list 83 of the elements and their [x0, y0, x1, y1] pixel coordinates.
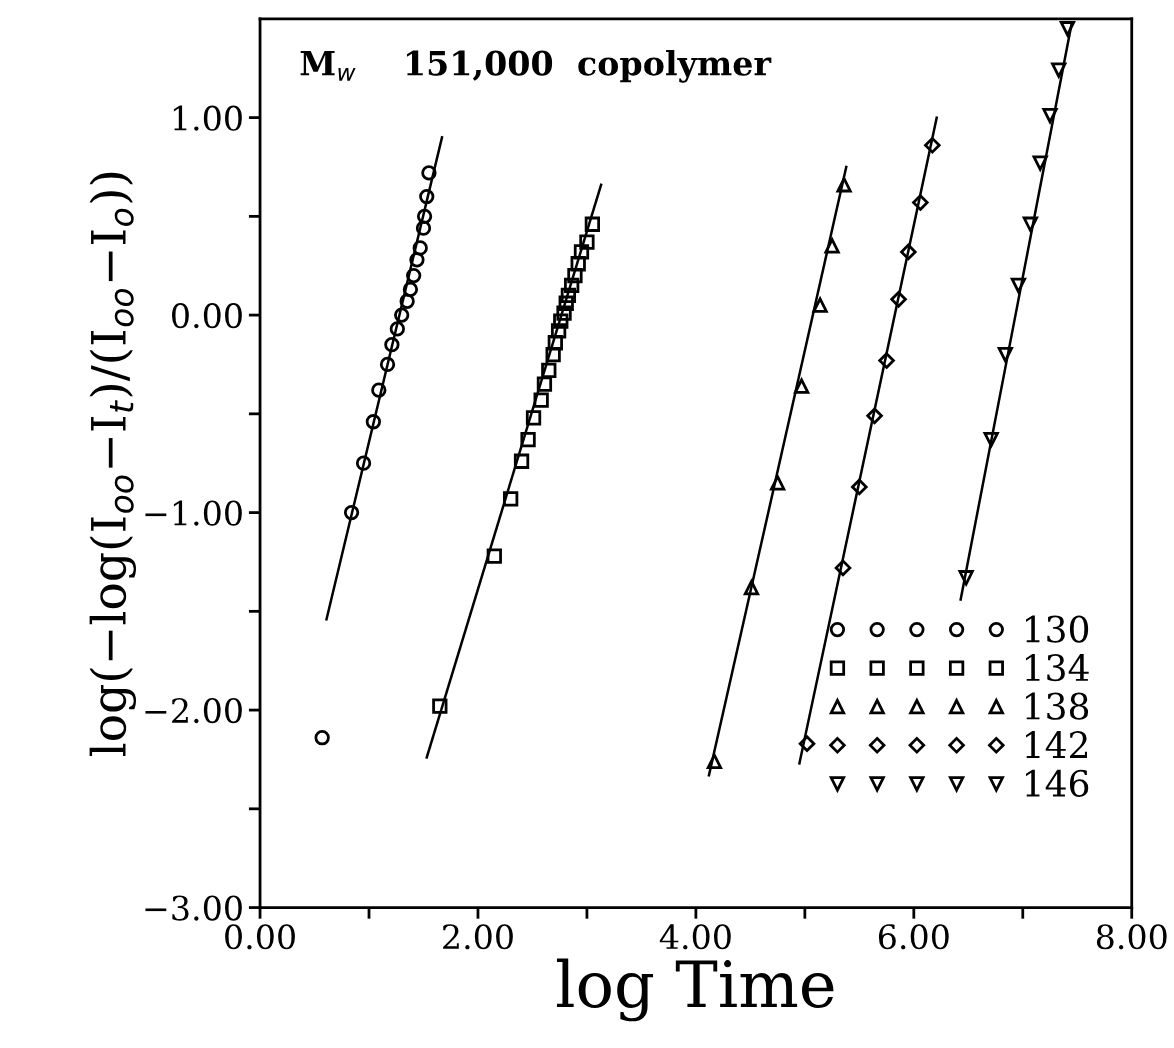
point: [379, 356, 396, 373]
point: [409, 252, 425, 268]
y-tick-label: 0.00: [172, 303, 242, 329]
point: [399, 293, 415, 309]
point: [811, 295, 829, 313]
point: [541, 362, 557, 379]
point: [584, 216, 601, 232]
point: [1059, 21, 1076, 37]
point: [836, 177, 852, 193]
point: [545, 346, 561, 363]
point: [1010, 277, 1027, 294]
y-tick-label: −1.00: [145, 500, 242, 526]
y-tick-label: −3.00: [145, 895, 242, 921]
point: [958, 570, 974, 586]
point: [394, 307, 410, 323]
point: [793, 376, 810, 394]
x-tick-label: 4.00: [659, 924, 731, 950]
point: [486, 548, 502, 564]
point: [419, 188, 435, 205]
point: [547, 335, 563, 351]
y-tick-label: 1.00: [173, 105, 242, 131]
point: [520, 431, 536, 448]
point: [503, 491, 519, 507]
legend-label: 146: [1026, 769, 1089, 797]
point: [878, 352, 895, 369]
point: [997, 346, 1013, 363]
y-tick-label: −2.00: [145, 698, 242, 724]
text: M$_{w}$ 151,000 copolymer: [300, 49, 772, 83]
point: [798, 735, 816, 752]
point: [560, 287, 577, 303]
point: [924, 136, 941, 154]
point: [412, 240, 428, 256]
point: [536, 376, 553, 392]
point: [384, 337, 400, 353]
point: [402, 281, 419, 298]
legend-label: 138: [1026, 692, 1089, 720]
point: [866, 407, 883, 425]
point: [314, 730, 330, 746]
point: [567, 267, 583, 284]
point: [553, 313, 569, 329]
text: log(−log(I$_{oo}$−I$_{t}$)/(I$_{oo}$−I$_{o}$)): [89, 172, 136, 757]
point: [533, 392, 549, 408]
x-tick-label: 0.00: [225, 924, 295, 950]
legend-label: 134: [1026, 653, 1089, 682]
point: [558, 295, 574, 311]
point: [890, 291, 907, 308]
point: [579, 234, 595, 250]
point: [564, 277, 580, 294]
point: [851, 478, 868, 496]
point: [513, 453, 530, 469]
point: [365, 414, 381, 430]
point: [834, 559, 852, 577]
point: [406, 267, 422, 284]
legend-label: 142: [1026, 731, 1087, 758]
point: [706, 753, 723, 770]
x-tick-label: 6.00: [878, 924, 949, 950]
point: [421, 165, 437, 181]
point: [432, 698, 448, 714]
point: [1032, 155, 1048, 171]
point: [570, 256, 586, 272]
point: [355, 455, 372, 471]
x-tick-label: 2.00: [443, 924, 513, 950]
point: [743, 579, 760, 596]
point: [415, 220, 432, 236]
point: [343, 504, 360, 521]
x-axis-title: log Time: [556, 958, 834, 1022]
point: [389, 321, 405, 337]
point: [1042, 107, 1058, 124]
point: [1051, 62, 1067, 78]
point: [1022, 216, 1039, 232]
point: [416, 208, 433, 224]
point: [371, 382, 387, 398]
point: [525, 410, 542, 426]
x-tick-label: 8.00: [1096, 924, 1167, 950]
point: [900, 243, 917, 261]
point: [769, 475, 786, 491]
point: [912, 194, 929, 211]
point: [983, 431, 999, 448]
point: [556, 305, 572, 321]
point: [573, 244, 590, 260]
point: [824, 238, 840, 254]
legend-label: 130: [1026, 615, 1089, 643]
point: [550, 323, 567, 339]
